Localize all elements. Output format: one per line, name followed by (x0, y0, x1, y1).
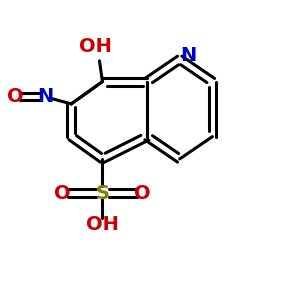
Text: OH: OH (80, 37, 112, 56)
Text: N: N (180, 46, 196, 65)
Text: S: S (95, 184, 110, 202)
Text: N: N (37, 87, 53, 106)
Text: O: O (7, 87, 24, 106)
Text: OH: OH (86, 215, 119, 234)
Text: O: O (54, 184, 70, 202)
Text: O: O (134, 184, 151, 202)
